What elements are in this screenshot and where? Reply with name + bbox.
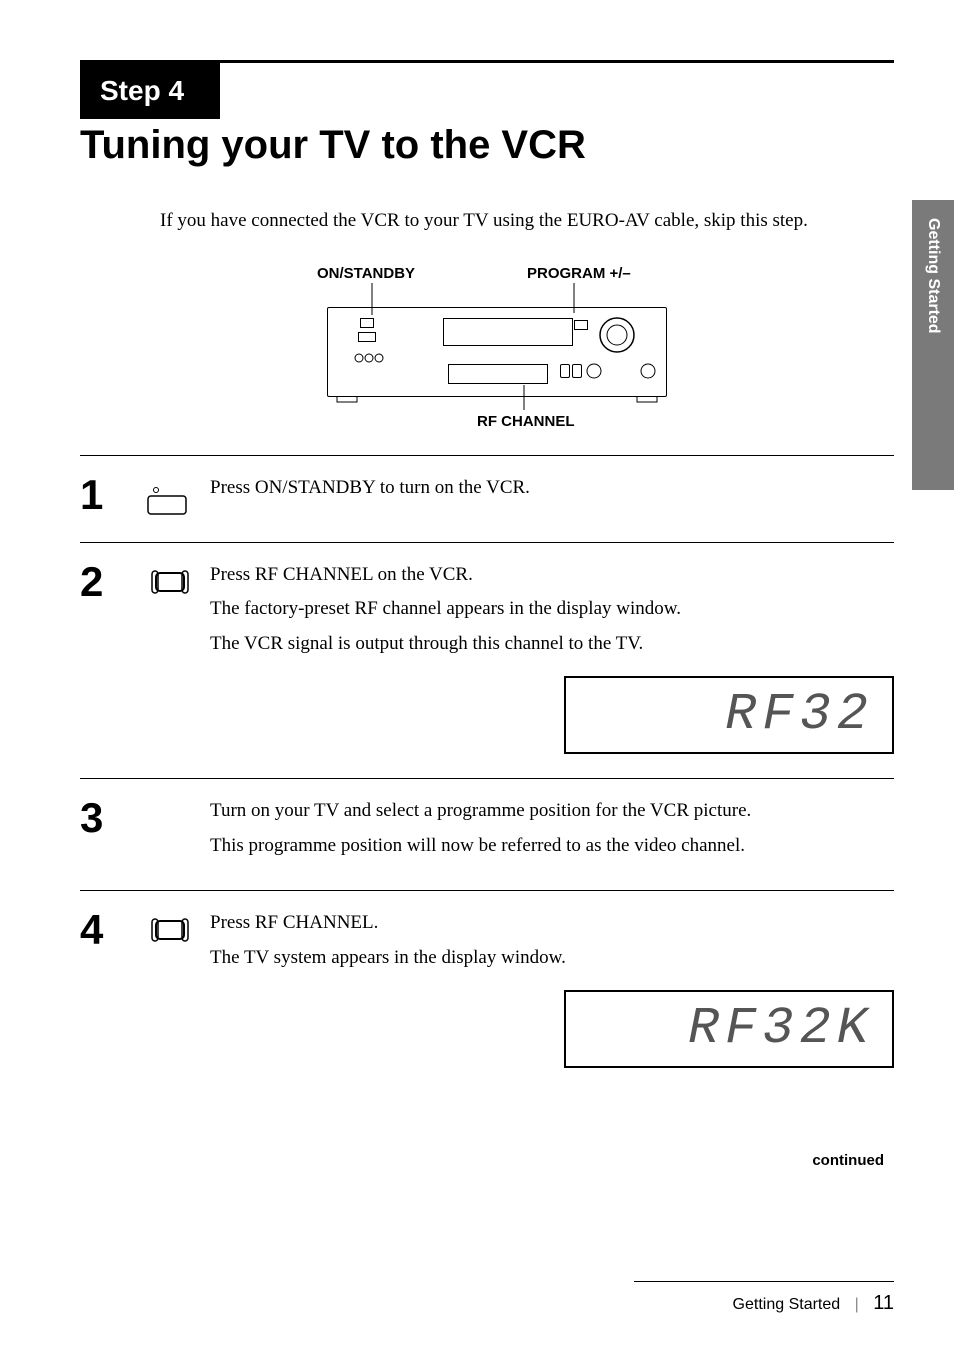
step-1: 1 Press ON/STANDBY to turn on the VCR. [80,455,894,542]
page-footer: Getting Started | 11 [634,1281,894,1315]
vcr-diagram: ON/STANDBY PROGRAM +/– RF CHANNEL [80,265,894,435]
step-badge: Step 4 [80,63,220,119]
step-number: 3 [80,797,130,866]
vcr-button-icon [560,364,570,378]
display-value: RF32K [688,990,874,1068]
vcr-button-icon [572,364,582,378]
step-2: 2 Press RF CHANNEL on the VCR. The facto… [80,542,894,779]
button-icon [130,561,210,755]
side-tab: Getting Started [912,200,954,490]
step-number: 1 [80,474,130,518]
vcr-display [448,364,548,384]
vcr-jacks-icon [354,352,384,364]
power-button-icon [130,474,210,518]
vcr-icon [358,332,376,342]
display-value: RF32 [725,676,874,754]
vcr-display-readout: RF32 [564,676,894,754]
footer-separator: | [855,1296,859,1313]
footer-section: Getting Started [733,1296,841,1313]
vcr-knob-icon [640,363,656,379]
step-text: Press ON/STANDBY to turn on the VCR. [210,474,894,503]
vcr-feet [327,396,667,406]
vcr-icon [574,320,588,330]
vcr-icon [360,318,374,328]
vcr-display-readout: RF32K [564,990,894,1068]
step-text: The factory-preset RF channel appears in… [210,595,894,624]
vcr-cassette-slot [443,318,573,346]
step-number: 2 [80,561,130,755]
page-number: 11 [873,1292,894,1314]
intro-text: If you have connected the VCR to your TV… [160,208,840,235]
no-icon [130,797,210,866]
step-text: Turn on your TV and select a programme p… [210,797,894,826]
step-4: 4 Press RF CHANNEL. The TV system appear… [80,890,894,1092]
continued-label: continued [80,1152,894,1169]
page-title: Tuning your TV to the VCR [80,123,894,168]
step-3: 3 Turn on your TV and select a programme… [80,778,894,890]
button-icon [130,909,210,1068]
step-text: The TV system appears in the display win… [210,944,894,973]
step-text: This programme position will now be refe… [210,832,894,861]
vcr-outline [327,307,667,397]
step-text: Press RF CHANNEL on the VCR. [210,561,894,590]
vcr-jog-icon [598,316,636,354]
step-number: 4 [80,909,130,1068]
step-text: Press RF CHANNEL. [210,909,894,938]
step-text: The VCR signal is output through this ch… [210,630,894,659]
vcr-knob-icon [586,363,602,379]
